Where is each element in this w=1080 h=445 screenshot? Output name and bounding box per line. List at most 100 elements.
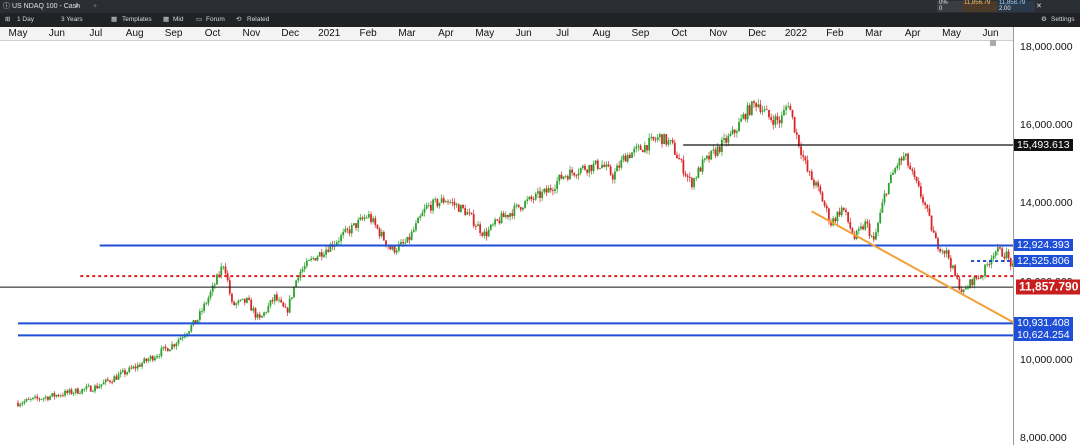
candle-up xyxy=(693,178,695,188)
candle-down xyxy=(62,395,64,397)
instrument-name[interactable]: US NDAQ 100 - Cash xyxy=(12,3,81,10)
candle-down xyxy=(586,169,589,173)
trendline[interactable] xyxy=(811,210,1013,324)
candle-down xyxy=(560,174,563,179)
mid-button[interactable]: Mid xyxy=(173,16,184,23)
month-label: Apr xyxy=(438,28,454,39)
candle-up xyxy=(269,300,272,306)
candle-up xyxy=(626,154,629,162)
candle-up xyxy=(483,231,486,236)
candle-down xyxy=(370,214,372,223)
candle-up xyxy=(562,176,565,179)
candle-down xyxy=(573,172,576,176)
candle-up xyxy=(64,390,66,396)
candle-up xyxy=(338,241,340,243)
candle-up xyxy=(500,213,503,224)
scroll-handle[interactable] xyxy=(990,40,996,46)
candle-up xyxy=(121,370,124,372)
candle-down xyxy=(800,146,802,156)
candle-down xyxy=(530,196,533,199)
candle-up xyxy=(894,168,897,173)
price-chart[interactable] xyxy=(0,0,1013,445)
search-icon[interactable]: ⌕ xyxy=(75,3,79,10)
candle-down xyxy=(115,376,118,380)
price-tick-label: 8,000.000 xyxy=(1020,432,1067,444)
candle-up xyxy=(160,348,163,357)
candle-up xyxy=(569,169,571,180)
candle-up xyxy=(855,230,858,239)
candle-up xyxy=(513,205,516,217)
candle-up xyxy=(706,155,708,159)
candle-up xyxy=(303,266,306,270)
add-icon[interactable]: + xyxy=(93,3,98,10)
templates-button[interactable]: Templates xyxy=(122,16,152,23)
candle-up xyxy=(68,389,71,393)
candle-up xyxy=(509,213,511,217)
info-icon[interactable]: ⓘ xyxy=(3,3,10,10)
candle-down xyxy=(96,385,99,389)
candle-up xyxy=(81,388,84,394)
month-label: Feb xyxy=(826,28,844,39)
candle-down xyxy=(825,205,828,209)
candle-up xyxy=(701,159,704,172)
candle-up xyxy=(323,254,325,257)
candle-down xyxy=(1001,248,1004,257)
candle-up xyxy=(261,315,263,318)
candle-down xyxy=(714,149,717,156)
candle-up xyxy=(727,135,730,143)
candle-up xyxy=(695,177,698,179)
candle-up xyxy=(650,136,653,138)
month-label: Nov xyxy=(242,28,261,39)
candle-down xyxy=(776,116,779,120)
candle-down xyxy=(949,258,952,268)
candle-up xyxy=(94,385,96,392)
candle-down xyxy=(821,192,824,202)
candle-up xyxy=(72,392,75,394)
candle-down xyxy=(909,165,912,170)
mid-icon[interactable]: ▦ xyxy=(163,16,170,23)
forum-button[interactable]: Forum xyxy=(206,16,225,23)
candle-up xyxy=(98,386,101,389)
change-small: 0 xyxy=(939,5,943,12)
month-label: 2021 xyxy=(318,28,341,39)
candle-up xyxy=(524,201,526,208)
candle-up xyxy=(887,182,890,195)
candle-up xyxy=(363,217,366,220)
ask-box[interactable]: 11,858.79 2.00 xyxy=(997,0,1035,12)
candle-down xyxy=(545,188,548,193)
candle-up xyxy=(410,231,413,240)
interval-button[interactable]: 1 Day xyxy=(17,16,34,23)
month-label: May xyxy=(8,28,28,39)
candle-down xyxy=(922,196,924,203)
candle-up xyxy=(299,271,302,278)
candle-up xyxy=(592,163,595,171)
close-icon[interactable]: ✕ xyxy=(1036,3,1042,10)
templates-icon[interactable]: ▦ xyxy=(111,16,118,23)
candle-up xyxy=(342,231,345,236)
grid-icon[interactable]: ⊞ xyxy=(5,16,11,23)
candle-down xyxy=(671,140,674,143)
candle-down xyxy=(930,215,933,231)
bid-box[interactable]: 11,856.79 xyxy=(962,0,998,12)
candle-up xyxy=(265,312,268,314)
settings-button[interactable]: Settings xyxy=(1051,16,1075,23)
candle-down xyxy=(231,293,233,302)
gear-icon[interactable]: ⚙ xyxy=(1041,16,1047,23)
related-icon[interactable]: ⟲ xyxy=(236,16,242,23)
candle-up xyxy=(252,308,255,311)
candle-up xyxy=(85,386,88,389)
candle-up xyxy=(406,236,409,243)
range-button[interactable]: 3 Years xyxy=(61,16,83,23)
candle-down xyxy=(468,212,471,214)
candle-up xyxy=(504,214,507,218)
candle-down xyxy=(442,198,445,203)
candle-up xyxy=(239,299,242,301)
candle-up xyxy=(742,114,745,119)
month-label: Dec xyxy=(281,28,300,39)
forum-icon[interactable]: ▭ xyxy=(196,16,203,23)
candle-up xyxy=(241,298,244,300)
candle-up xyxy=(870,236,873,237)
candle-down xyxy=(988,264,991,266)
related-button[interactable]: Related xyxy=(247,16,270,23)
candle-up xyxy=(34,396,37,398)
